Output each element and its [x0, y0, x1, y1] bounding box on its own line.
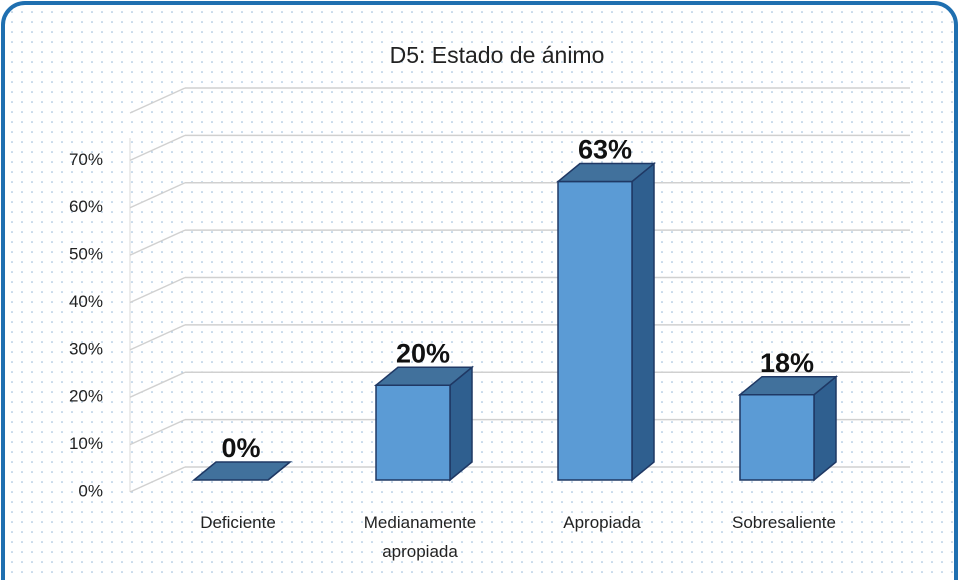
y-tick-label: 0% — [78, 481, 103, 500]
background — [5, 5, 954, 580]
bar-front — [739, 393, 815, 481]
grid-line-side — [129, 229, 186, 256]
bar-top — [373, 366, 475, 386]
bar-side — [631, 161, 655, 482]
bar — [373, 365, 475, 482]
bar-side — [449, 365, 473, 482]
x-tick-label: Sobresaliente — [732, 513, 836, 532]
y-tick-label: 30% — [69, 339, 103, 358]
bar-top — [555, 162, 657, 183]
grid-line-side — [129, 134, 186, 162]
x-tick-label: Medianamente apropiada — [363, 513, 477, 561]
grid-line-side — [129, 324, 186, 351]
bar — [737, 375, 839, 482]
x-tick-label: Apropiada — [563, 513, 641, 532]
grid-line-side — [129, 276, 186, 304]
value-label: 63% — [578, 135, 632, 165]
bar — [191, 461, 293, 481]
bar — [555, 161, 657, 482]
x-tick-label: Deficiente — [200, 513, 276, 532]
y-tick-label: 50% — [69, 245, 103, 264]
value-label: 18% — [760, 348, 814, 378]
y-tick-label: 70% — [69, 150, 103, 169]
bar-front — [375, 384, 451, 481]
grid-line-side — [129, 418, 186, 446]
value-label: 20% — [396, 338, 450, 368]
y-tick-label: 10% — [69, 434, 103, 453]
grid-line-side — [129, 466, 186, 493]
bar-top — [737, 375, 839, 396]
y-tick-label: 20% — [69, 387, 103, 406]
bar-front — [557, 180, 633, 481]
bar-top — [191, 461, 293, 481]
grid-line-top-side — [129, 87, 186, 114]
grid-line-side — [129, 182, 186, 209]
y-tick-label: 40% — [69, 292, 103, 311]
y-tick-label: 60% — [69, 197, 103, 216]
grid-line-side — [129, 371, 186, 398]
chart-title: D5: Estado de ánimo — [390, 42, 605, 68]
value-label: 0% — [221, 433, 260, 463]
